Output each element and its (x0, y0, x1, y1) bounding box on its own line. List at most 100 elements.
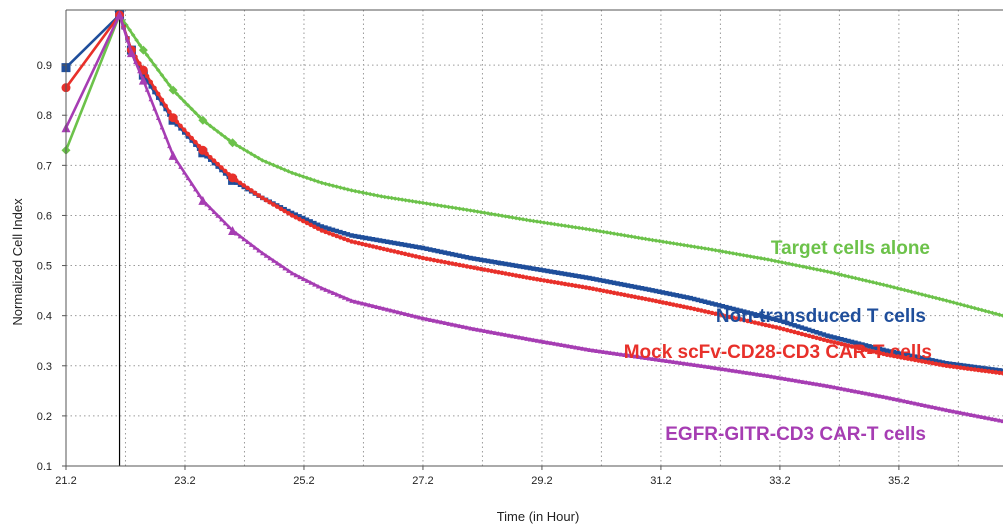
data-point-small (566, 343, 571, 349)
data-point-small (219, 167, 224, 173)
data-point-small (562, 281, 568, 287)
data-point-small (810, 334, 816, 340)
data-point-small (583, 275, 589, 280)
data-point-small (958, 365, 963, 370)
data-point-small (241, 236, 246, 242)
data-point-small (597, 228, 603, 234)
data-point (168, 150, 178, 160)
data-point-small (248, 151, 254, 157)
data-point-small (853, 275, 858, 281)
data-point-small (664, 240, 669, 245)
data-point-small (979, 414, 985, 420)
data-point-small (877, 393, 883, 399)
data-point-small (990, 369, 995, 375)
data-point-small (1000, 368, 1003, 374)
data-point-small (646, 356, 652, 361)
data-point-small (788, 328, 794, 334)
data-point-small (345, 232, 351, 237)
data-point-small (449, 322, 455, 327)
data-point-small (471, 256, 477, 261)
data-point-small (916, 291, 921, 296)
data-point-small (349, 188, 354, 193)
data-point-small (392, 249, 397, 254)
data-point-small (527, 265, 533, 271)
data-point-small (562, 271, 568, 277)
data-point-small (185, 134, 191, 139)
data-point-small (399, 197, 405, 202)
data-point-small (189, 135, 194, 141)
data-point-small (471, 265, 477, 270)
data-point-small (534, 266, 540, 272)
data-point-small (881, 394, 886, 399)
data-point-small (720, 366, 725, 372)
data-point-small (811, 381, 816, 386)
data-point-small (874, 280, 879, 286)
data-point-small (520, 264, 526, 270)
data-point-small (385, 307, 390, 312)
data-point-small (902, 355, 907, 361)
data-point-small (428, 201, 433, 207)
data-point-small (646, 297, 652, 302)
data-point-small (755, 371, 760, 377)
data-point-small (587, 285, 592, 291)
data-point-small (839, 337, 844, 342)
data-point-small (385, 195, 391, 200)
data-point-small (222, 168, 228, 174)
data-point-small (323, 287, 328, 292)
data-point-small (702, 309, 708, 314)
data-point-small (193, 139, 198, 145)
data-point-small (548, 340, 554, 346)
data-point-small (152, 85, 157, 91)
data-point-small (457, 323, 462, 329)
data-point-small (930, 360, 935, 366)
data-point-small (803, 332, 808, 338)
data-point-small (137, 64, 142, 70)
data-point-small (884, 283, 890, 288)
data-point-small (442, 250, 448, 255)
data-point-small (583, 226, 589, 232)
data-point-small (590, 347, 596, 353)
data-point-small (846, 343, 851, 348)
data-point-small (958, 302, 963, 307)
data-point-small (990, 367, 995, 372)
data-point-small (392, 240, 397, 246)
data-point-small (926, 357, 932, 362)
data-point-small (167, 112, 172, 117)
data-point-small (420, 245, 426, 251)
data-point-small (912, 354, 918, 359)
data-point-small (909, 289, 914, 295)
data-point-small (817, 331, 823, 336)
data-point-small (961, 303, 967, 308)
series-label-mock-car-t: Mock scFv-CD28-CD3 CAR-T cells (624, 342, 932, 363)
data-point-small (608, 350, 613, 356)
data-point-small (468, 208, 473, 213)
data-point-small (587, 275, 592, 281)
data-point-small (611, 290, 617, 296)
data-point-small (482, 258, 487, 263)
data-point-small (510, 333, 515, 339)
data-point-small (181, 99, 187, 104)
data-point-small (639, 286, 645, 291)
data-point-small (727, 305, 733, 311)
data-point-small (475, 327, 480, 332)
data-point-small (944, 407, 949, 413)
data-point-small (442, 320, 448, 326)
data-point-small (439, 203, 444, 209)
data-point-small (765, 373, 771, 379)
data-point-small (783, 260, 788, 266)
data-point-small (439, 249, 444, 255)
data-point-small (763, 322, 768, 328)
data-point-small (410, 199, 415, 204)
data-point-small (286, 268, 291, 273)
data-point-small (193, 110, 198, 115)
data-point-small (237, 180, 243, 186)
data-point-small (752, 320, 758, 325)
data-point-small (167, 143, 172, 149)
data-point-small (724, 313, 729, 319)
data-point-small (403, 197, 408, 203)
data-point-small (702, 299, 708, 304)
data-point-small (178, 126, 183, 131)
data-point-small (601, 288, 606, 294)
data-point-small (219, 132, 224, 137)
data-point-small (211, 158, 217, 163)
